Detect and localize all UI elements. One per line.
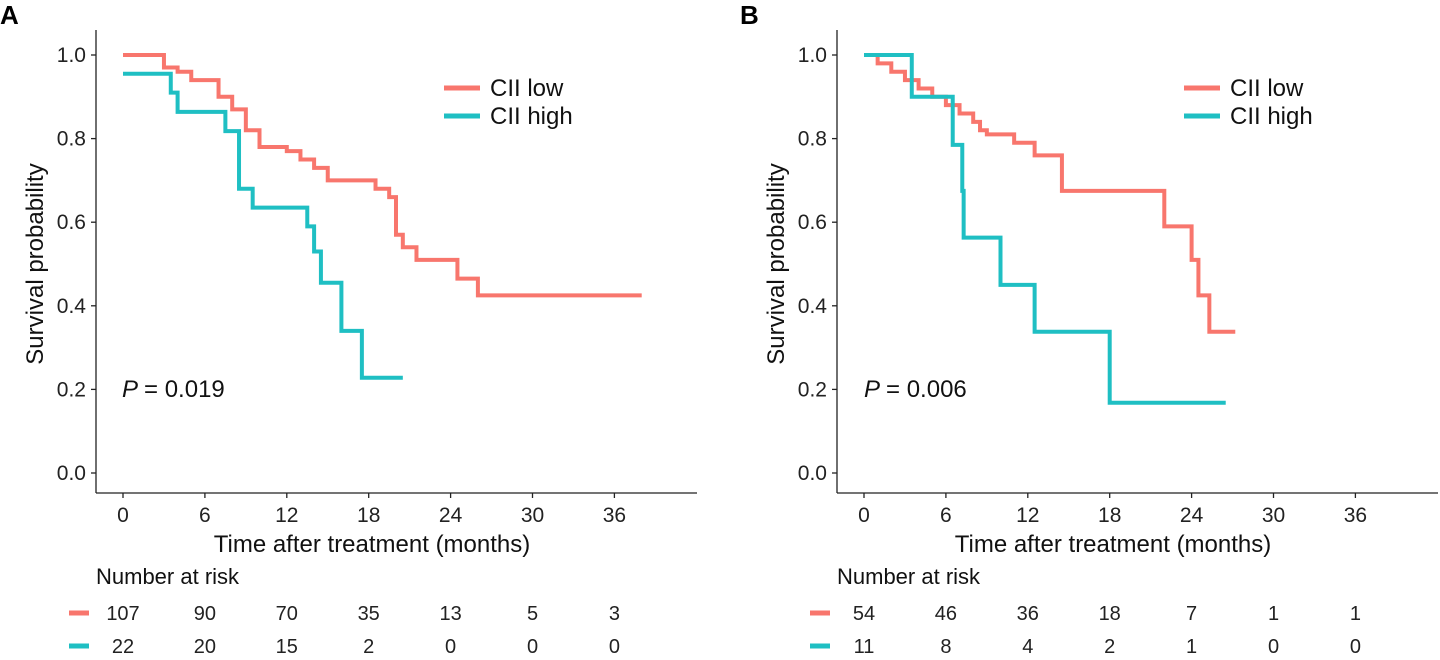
panel-a-risk-count: 13 bbox=[439, 603, 461, 625]
panel-b-ylabel: Survival probability bbox=[763, 163, 790, 364]
panel-b-risk-count: 4 bbox=[1022, 636, 1033, 658]
panel-a-risk-count: 90 bbox=[194, 603, 216, 625]
panel-b-p-label: P bbox=[864, 376, 880, 403]
panel-a-risk-count: 0 bbox=[527, 636, 538, 658]
panel-a-ytick-label: 0.2 bbox=[57, 378, 86, 401]
panel-a-ytick-label: 1.0 bbox=[57, 44, 86, 67]
panel-a-legend-label: CII high bbox=[490, 103, 573, 130]
panel-a-risk-count: 35 bbox=[358, 603, 380, 625]
panel-a-ylabel: Survival probability bbox=[22, 163, 49, 364]
panel-b-risk-count: 8 bbox=[940, 636, 951, 658]
panel-a-risk-count: 2 bbox=[363, 636, 374, 658]
panel-a-risk-count: 70 bbox=[276, 603, 298, 625]
panel-a-ytick-label: 0.4 bbox=[57, 295, 87, 318]
panel-a-xtick-label: 12 bbox=[275, 504, 298, 527]
panel-b-risk-count: 46 bbox=[935, 603, 957, 625]
panel-a-p-label: P bbox=[122, 376, 138, 403]
panel-a-xtick-label: 0 bbox=[117, 504, 129, 527]
panel-b-xtick-label: 36 bbox=[1344, 504, 1367, 527]
panel-b-risk-count: 0 bbox=[1350, 636, 1361, 658]
panel-b-p-value: P = 0.006 bbox=[864, 376, 967, 403]
panel-b-p-number: = 0.006 bbox=[886, 376, 967, 403]
panel-a-risk-count: 20 bbox=[194, 636, 216, 658]
panel-b-risk-count: 7 bbox=[1186, 603, 1197, 625]
panel-b-risk-count: 1 bbox=[1350, 603, 1361, 625]
panel-b-xtick-label: 12 bbox=[1016, 504, 1039, 527]
panel-a-risk-count: 5 bbox=[527, 603, 538, 625]
panel-b-xlabel: Time after treatment (months) bbox=[955, 531, 1272, 558]
panel-a-curve-cii-high bbox=[123, 71, 403, 380]
panel-b-xtick-label: 0 bbox=[858, 504, 870, 527]
panel-a-risk-count: 0 bbox=[445, 636, 456, 658]
panel-a-risk-count: 15 bbox=[276, 636, 298, 658]
panel-b-curve-cii-high bbox=[864, 53, 1226, 405]
panel-b-ytick-label: 0.2 bbox=[798, 378, 827, 401]
panel-b-risk-count: 11 bbox=[854, 636, 875, 658]
panel-b-risk-title: Number at risk bbox=[837, 564, 981, 589]
panel-a-xtick-label: 24 bbox=[439, 504, 463, 527]
panel-b-ytick-label: 1.0 bbox=[798, 44, 827, 67]
panel-a-xtick-label: 6 bbox=[199, 504, 211, 527]
panel-b-curve-cii-low bbox=[864, 53, 1236, 334]
panel-a-xtick-label: 30 bbox=[521, 504, 544, 527]
panel-b-risk-count: 1 bbox=[1186, 636, 1197, 658]
panel-b-risk-count: 1 bbox=[1268, 603, 1279, 625]
panel-b-risk-count: 0 bbox=[1268, 636, 1279, 658]
panel-a-xtick-label: 36 bbox=[603, 504, 626, 527]
panel-a-p-number: = 0.019 bbox=[144, 376, 225, 403]
panel-a-xlabel: Time after treatment (months) bbox=[214, 531, 531, 558]
panel-a-letter: A bbox=[0, 0, 19, 30]
panel-a-legend-label: CII low bbox=[490, 75, 564, 102]
panel-b-ytick-label: 0.0 bbox=[798, 462, 827, 485]
panel-a-xtick-label: 18 bbox=[357, 504, 380, 527]
panel-b-letter: B bbox=[740, 0, 759, 30]
panel-b: B Survival probability Time after treatm… bbox=[740, 0, 1438, 658]
panel-b-xtick-label: 24 bbox=[1180, 504, 1204, 527]
panel-b-ytick-label: 0.8 bbox=[798, 128, 827, 151]
panel-b-risk-count: 18 bbox=[1099, 603, 1121, 625]
panel-b-xtick-label: 6 bbox=[940, 504, 952, 527]
panel-b-ytick-label: 0.6 bbox=[798, 211, 827, 234]
panel-a-ytick-label: 0.0 bbox=[57, 462, 86, 485]
panel-b-risk-count: 36 bbox=[1017, 603, 1039, 625]
panel-a-risk-title: Number at risk bbox=[96, 564, 240, 589]
panel-a-p-value: P = 0.019 bbox=[122, 376, 225, 403]
panel-a-risk-count: 3 bbox=[609, 603, 620, 625]
panel-b-legend-label: CII low bbox=[1230, 75, 1304, 102]
panel-b-xtick-label: 18 bbox=[1098, 504, 1121, 527]
panel-b-legend-label: CII high bbox=[1230, 103, 1313, 130]
panel-a-risk-count: 107 bbox=[106, 603, 139, 625]
panel-b-risk-count: 54 bbox=[853, 603, 875, 625]
panel-b-ytick-label: 0.4 bbox=[798, 295, 828, 318]
panel-a-ytick-label: 0.6 bbox=[57, 211, 86, 234]
panel-b-xtick-label: 30 bbox=[1262, 504, 1285, 527]
panel-a-curve-cii-low bbox=[123, 53, 642, 298]
panel-a-ytick-label: 0.8 bbox=[57, 128, 86, 151]
panel-a-risk-count: 0 bbox=[609, 636, 620, 658]
panel-a: A Survival probability Time after treatm… bbox=[0, 0, 697, 658]
panel-a-risk-count: 22 bbox=[112, 636, 134, 658]
panel-b-risk-count: 2 bbox=[1104, 636, 1115, 658]
